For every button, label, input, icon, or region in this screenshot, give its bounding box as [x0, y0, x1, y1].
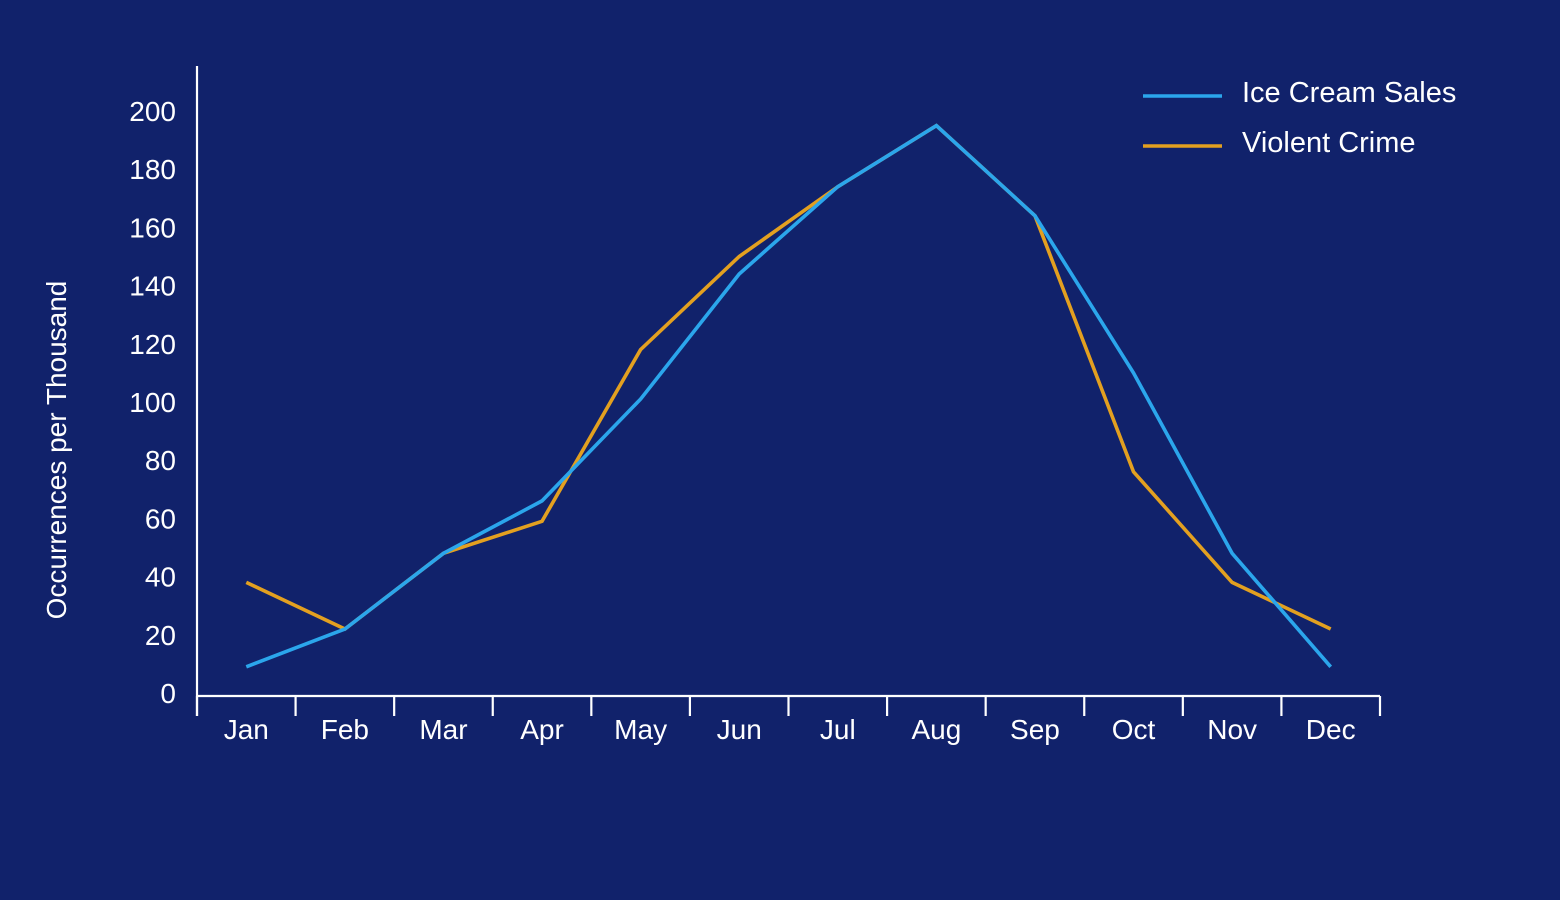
y-tick-label: 180	[129, 154, 176, 185]
y-tick-label: 40	[145, 562, 176, 593]
x-tick-label: Mar	[419, 714, 467, 745]
y-tick-label: 100	[129, 387, 176, 418]
y-tick-label: 20	[145, 620, 176, 651]
x-tick-label: Sep	[1010, 714, 1060, 745]
legend-label-ice-cream-sales: Ice Cream Sales	[1242, 77, 1456, 109]
y-axis-title: Occurrences per Thousand	[41, 281, 72, 620]
x-tick-label: Nov	[1207, 714, 1257, 745]
x-tick-label: Aug	[911, 714, 961, 745]
y-tick-label: 140	[129, 271, 176, 302]
y-tick-label: 120	[129, 329, 176, 360]
legend: Ice Cream Sales Violent Crime	[1143, 77, 1456, 159]
y-axis: 0 20 40 60 80 100 120 140 160 180 200	[129, 66, 199, 716]
x-tick-label: Jun	[717, 714, 762, 745]
y-tick-label: 200	[129, 96, 176, 127]
legend-label-violent-crime: Violent Crime	[1242, 127, 1416, 159]
series-lines	[245, 123, 1333, 669]
y-tick-label: 60	[145, 503, 176, 534]
x-tick-label: Apr	[520, 714, 564, 745]
x-tick-label: May	[614, 714, 667, 745]
x-tick-label: Feb	[321, 714, 369, 745]
y-tick-label: 160	[129, 212, 176, 243]
x-tick-label: Oct	[1112, 714, 1156, 745]
series-line-ice-cream-sales	[245, 123, 1333, 669]
x-tick-label: Jul	[820, 714, 856, 745]
x-axis: Jan Feb Mar Apr May Jun Jul Aug Sep Oct Nov Dec	[195, 694, 1382, 745]
y-tick-label: 0	[160, 678, 176, 709]
x-tick-label: Jan	[224, 714, 269, 745]
x-tick-label: Dec	[1306, 714, 1356, 745]
series-line-violent-crime	[245, 123, 1332, 632]
y-tick-label: 80	[145, 445, 176, 476]
